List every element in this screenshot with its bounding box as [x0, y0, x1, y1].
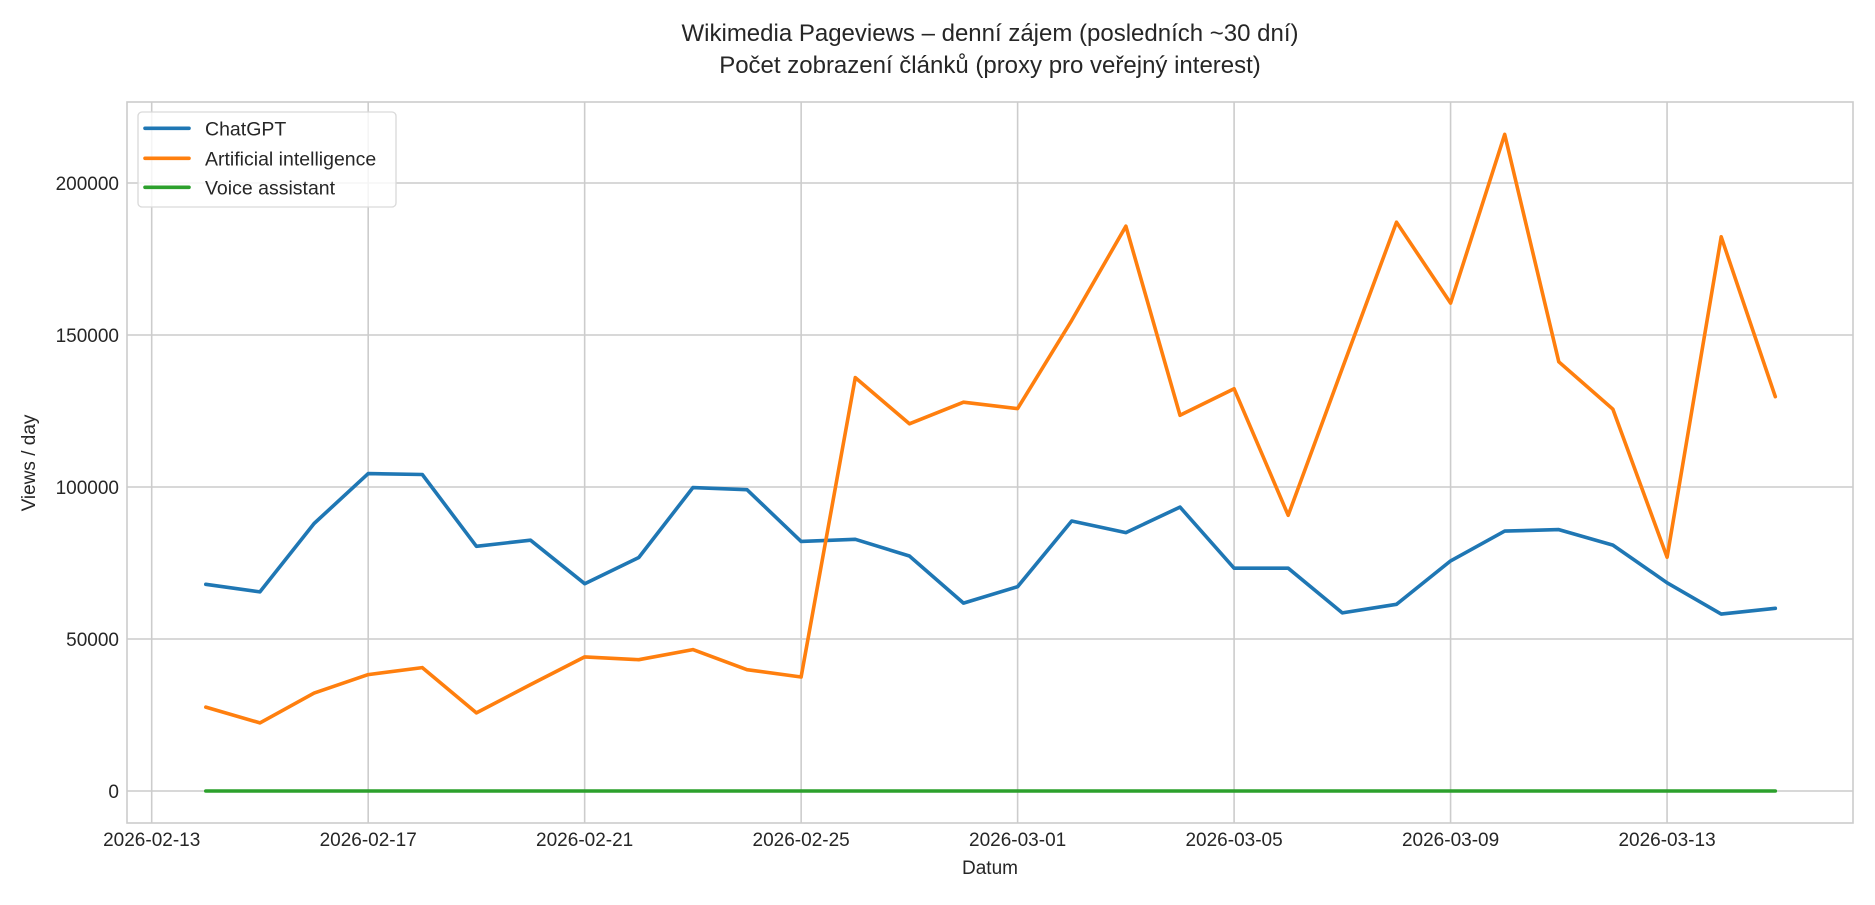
legend-label: ChatGPT: [205, 118, 286, 140]
legend-label: Artificial intelligence: [205, 148, 376, 170]
y-axis-label: Views / day: [19, 414, 40, 511]
x-tick-label: 2026-02-25: [753, 830, 850, 851]
legend-label: Voice assistant: [205, 177, 336, 199]
legend-box: [137, 111, 397, 208]
x-tick-label: 2026-02-17: [320, 830, 417, 851]
x-tick-label: 2026-02-21: [536, 830, 633, 851]
x-axis-ticks: 2026-02-13 2026-02-17 2026-02-21 2026-02-25…: [103, 830, 1716, 851]
x-tick-label: 2026-03-05: [1185, 830, 1282, 851]
chart-title: Wikimedia Pageviews – denní zájem (posle…: [682, 20, 1299, 47]
x-tick-label: 2026-02-13: [103, 830, 200, 851]
legend: ChatGPT Artificial intelligence Voice assi…: [137, 111, 397, 208]
y-tick-label: 100000: [56, 478, 119, 499]
series-line-artificial-intelligence: [204, 132, 1778, 725]
plot-area: [126, 101, 1854, 824]
y-tick-label: 150000: [56, 326, 119, 347]
y-tick-label: 50000: [66, 630, 119, 651]
x-tick-label: 2026-03-09: [1402, 830, 1499, 851]
x-axis-label: Datum: [962, 858, 1018, 879]
y-tick-label: 200000: [56, 174, 119, 195]
series-line-chatgpt: [204, 471, 1778, 616]
y-axis-ticks: 0 50000 100000 150000 200000: [56, 174, 119, 803]
x-tick-label: 2026-03-13: [1618, 830, 1715, 851]
x-tick-label: 2026-03-01: [969, 830, 1066, 851]
y-tick-label: 0: [108, 782, 119, 803]
chart-subtitle: Počet zobrazení článků (proxy pro veřejn…: [719, 52, 1261, 79]
gridlines: [127, 102, 1853, 823]
series-lines: [204, 132, 1778, 793]
